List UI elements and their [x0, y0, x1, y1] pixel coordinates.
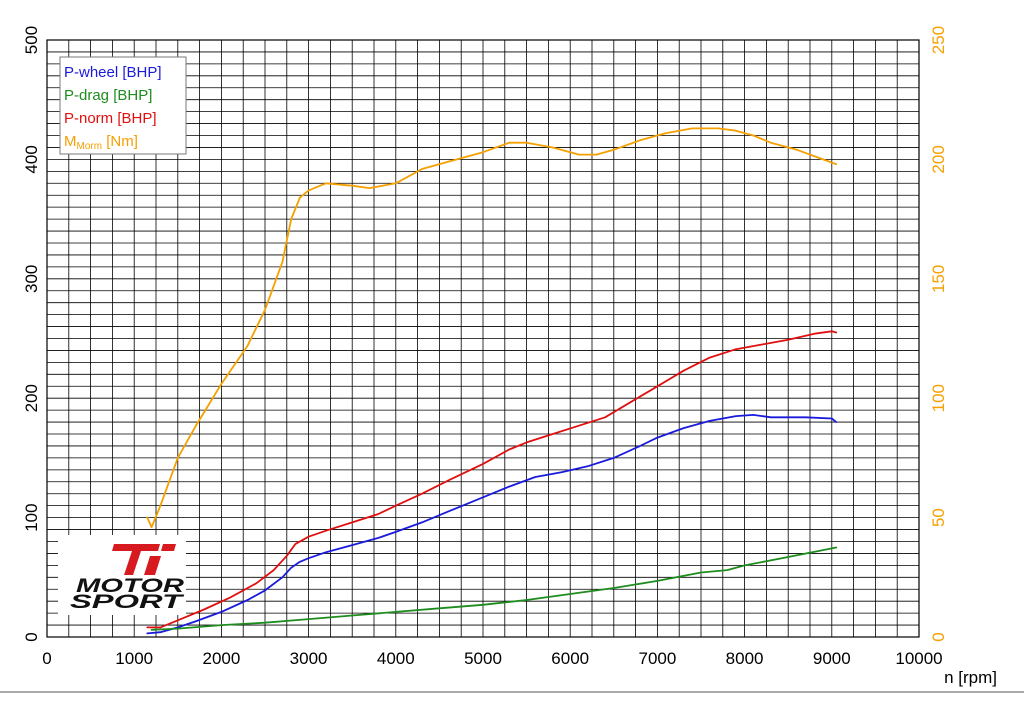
x-tick-label: 5000	[464, 649, 502, 668]
legend-item-p-wheel: P-wheel [BHP]	[64, 64, 162, 81]
legend: P-wheel [BHP] P-drag [BHP] P-norm [BHP] …	[59, 56, 187, 155]
series-line-p-drag-bhp	[150, 546, 838, 631]
legend-m-suffix: [Nm]	[102, 133, 138, 150]
series-line-p-wheel-bhp	[146, 414, 838, 635]
series-line-p-norm-bhp	[146, 330, 838, 629]
series-layer	[146, 127, 838, 635]
legend-item-m-morm: MMorm [Nm]	[64, 133, 138, 152]
y-tick-label-left: 500	[22, 26, 41, 54]
y-tick-label-left: 200	[22, 384, 41, 412]
legend-m-sub: Morm	[77, 141, 103, 152]
y-tick-label-right: 100	[929, 384, 948, 412]
y-tick-label-right: 50	[929, 508, 948, 527]
x-tick-label: 8000	[726, 649, 764, 668]
x-tick-label: 6000	[551, 649, 589, 668]
series-line-m-morm-nm	[146, 127, 838, 529]
x-tick-label: 1000	[115, 649, 153, 668]
logo-wordmark-top: MOTOR	[76, 576, 184, 597]
x-tick-label: 7000	[638, 649, 676, 668]
x-tick-label: 9000	[813, 649, 851, 668]
y-tick-label-right: 250	[929, 26, 948, 54]
legend-item-p-norm: P-norm [BHP]	[64, 110, 157, 127]
y-tick-label-left: 400	[22, 145, 41, 173]
y-tick-label-right: 0	[929, 632, 948, 641]
x-tick-label: 3000	[290, 649, 328, 668]
logo-t-shape	[112, 544, 160, 575]
x-tick-label: 10000	[895, 649, 942, 668]
plot-frame	[46, 39, 920, 638]
x-tick-label: 0	[42, 649, 51, 668]
legend-item-p-drag: P-drag [BHP]	[64, 87, 152, 104]
legend-m-main: M	[64, 133, 77, 150]
y-tick-label-left: 300	[22, 265, 41, 293]
y-tick-label-right: 200	[929, 145, 948, 173]
logo-i-dot	[161, 544, 176, 551]
legend-box	[59, 56, 187, 155]
y-tick-label-left: 100	[22, 503, 41, 531]
plot-border	[46, 39, 920, 638]
logo-i-stem	[144, 556, 161, 575]
x-tick-label: 4000	[377, 649, 415, 668]
x-tick-label: 2000	[202, 649, 240, 668]
logo-wordmark-bottom: SPORT	[70, 592, 184, 613]
y-tick-label-right: 150	[929, 265, 948, 293]
x-axis-label: n [rpm]	[944, 668, 997, 687]
ti-motorsport-logo: MOTOR SPORT	[58, 535, 186, 615]
tick-labels: 0 1000 2000 3000 4000 5000 6000 7000 8000 9000 100…	[22, 26, 948, 668]
y-tick-label-left: 0	[22, 632, 41, 641]
